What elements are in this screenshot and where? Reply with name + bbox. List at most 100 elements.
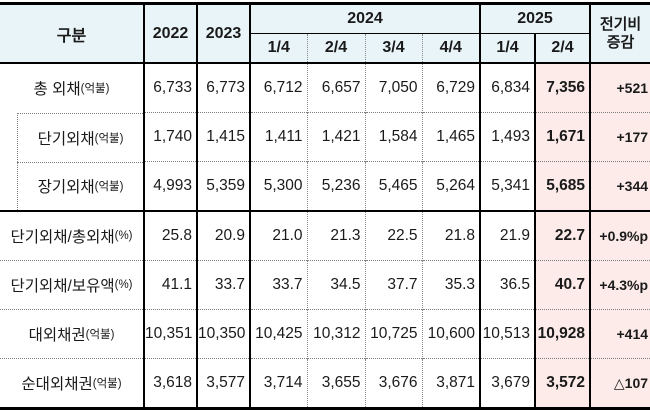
row-label: 장기외채 (억불) — [0, 161, 145, 211]
value-cell: 10,350 — [197, 309, 251, 359]
value-cell: 21.3 — [307, 210, 366, 261]
row-label-unit: (%) — [114, 230, 133, 242]
value-cell: 6,729 — [422, 62, 482, 113]
value-cell: 5,300 — [250, 161, 308, 211]
value-cell: 6,773 — [197, 62, 251, 113]
quarter-header-2025-q1: 1/4 — [480, 33, 537, 63]
row-label-unit: (%) — [114, 279, 133, 291]
value-cell: 10,928 — [535, 309, 592, 359]
row-label-wrap: 총 외채 (억불) — [0, 64, 143, 113]
table-row: 단기외채 (억불) 1,740 1,415 1,411 1,421 1,584 1,465 1,… — [0, 112, 650, 162]
value-cell: 1,671 — [535, 112, 592, 162]
row-label: 단기외채 (억불) — [0, 112, 145, 162]
row-label-text: 순대외채권 — [21, 376, 93, 393]
value-cell: 6,733 — [144, 62, 198, 113]
value-cell: 10,725 — [365, 309, 423, 359]
value-cell: 7,050 — [365, 62, 423, 113]
table-row: 장기외채 (억불) 4,993 5,359 5,300 5,236 5,465 5,264 5,… — [0, 161, 650, 211]
value-cell: 5,359 — [197, 161, 251, 211]
value-cell: 41.1 — [144, 260, 198, 310]
value-cell: 1,411 — [250, 112, 308, 162]
value-cell: 3,655 — [307, 358, 366, 409]
value-cell: 3,676 — [365, 358, 423, 409]
row-label: 대외채권 (억불) — [0, 309, 145, 359]
value-cell: 10,312 — [307, 309, 366, 359]
row-label-text: 단기외채 — [37, 130, 95, 148]
year-header-2022: 2022 — [144, 3, 198, 63]
value-cell: 33.7 — [250, 260, 308, 310]
value-cell: 10,513 — [480, 309, 537, 359]
row-label-wrap: 순대외채권 (억불) — [0, 359, 143, 407]
value-cell: 10,351 — [144, 309, 198, 359]
quarter-header-2025-q2: 2/4 — [535, 33, 592, 63]
value-cell: 20.9 — [197, 210, 251, 261]
value-cell: 6,834 — [480, 62, 537, 113]
table-row: 총 외채 (억불) 6,733 6,773 6,712 6,657 7,050 6,729 6,… — [0, 62, 650, 113]
header-row-quarters: 1/4 2/4 3/4 4/4 1/4 2/4 — [0, 33, 650, 63]
row-label-text: 장기외채 — [37, 179, 95, 197]
row-label-indent-box: 장기외채 (억불) — [17, 161, 143, 210]
value-cell: 10,600 — [422, 309, 482, 359]
row-label-wrap: 단기외채/보유액 (%) — [0, 261, 143, 309]
value-cell: 3,577 — [197, 358, 251, 409]
table-row: 단기외채/총외채 (%) 25.8 20.9 21.0 21.3 22.5 21.8 21.9 2… — [0, 210, 650, 261]
value-cell: 5,685 — [535, 161, 592, 211]
value-cell: 7,356 — [535, 62, 592, 113]
value-cell: 6,657 — [307, 62, 366, 113]
value-cell: 1,415 — [197, 112, 251, 162]
corner-header-category: 구분 — [0, 3, 145, 63]
change-header-line2: 증감 — [606, 33, 635, 51]
value-cell: 3,679 — [480, 358, 537, 409]
quarter-header-2024-q2: 2/4 — [307, 33, 366, 63]
value-cell: 3,618 — [144, 358, 198, 409]
value-cell: 3,572 — [535, 358, 592, 409]
value-cell: 21.0 — [250, 210, 308, 261]
value-cell: 1,740 — [144, 112, 198, 162]
value-cell: 6,712 — [250, 62, 308, 113]
change-value-cell: +177 — [590, 112, 650, 162]
value-cell: 5,465 — [365, 161, 423, 211]
value-cell: 5,236 — [307, 161, 366, 211]
value-cell: 35.3 — [422, 260, 482, 310]
row-label: 단기외채/보유액 (%) — [0, 260, 145, 310]
change-value-cell: +521 — [590, 62, 650, 113]
change-value-cell: +414 — [590, 309, 650, 359]
row-label-wrap: 단기외채/총외채 (%) — [0, 212, 143, 260]
change-header-line1: 전기비 — [599, 16, 642, 34]
change-value-cell: △107 — [590, 358, 650, 409]
table-header: 구분 2022 2023 2024 2025 전기비 증감 1/4 2/4 3/… — [0, 3, 650, 63]
row-label-text: 대외채권 — [28, 327, 86, 344]
change-value-cell: +0.9%p — [590, 210, 650, 261]
quarter-header-2024-q3: 3/4 — [365, 33, 423, 63]
value-cell: 4,993 — [144, 161, 198, 211]
value-cell: 25.8 — [144, 210, 198, 261]
quarter-header-2024-q1: 1/4 — [250, 33, 308, 63]
value-cell: 21.8 — [422, 210, 482, 261]
table-row: 순대외채권 (억불) 3,618 3,577 3,714 3,655 3,676 3,871 3… — [0, 358, 650, 409]
row-label-unit: (억불) — [94, 132, 124, 145]
row-label-text: 단기외채/보유액 — [10, 278, 115, 295]
value-cell: 1,584 — [365, 112, 423, 162]
row-label-text: 단기외채/총외채 — [10, 229, 115, 246]
row-label-unit: (억불) — [92, 378, 122, 390]
value-cell: 33.7 — [197, 260, 251, 310]
value-cell: 22.5 — [365, 210, 423, 261]
value-cell: 3,871 — [422, 358, 482, 409]
value-cell: 10,425 — [250, 309, 308, 359]
value-cell: 22.7 — [535, 210, 592, 261]
row-label-text: 총 외채 — [33, 81, 81, 99]
row-label-unit: (억불) — [85, 329, 115, 341]
change-header: 전기비 증감 — [590, 3, 650, 63]
value-cell: 34.5 — [307, 260, 366, 310]
value-cell: 36.5 — [480, 260, 537, 310]
value-cell: 37.7 — [365, 260, 423, 310]
header-row-groups: 구분 2022 2023 2024 2025 전기비 증감 — [0, 3, 650, 63]
change-value-cell: +4.3%p — [590, 260, 650, 310]
value-cell: 5,264 — [422, 161, 482, 211]
value-cell: 1,421 — [307, 112, 366, 162]
table-body: 총 외채 (억불) 6,733 6,773 6,712 6,657 7,050 6,729 6,… — [0, 62, 650, 409]
year-group-header-2025: 2025 — [480, 3, 592, 34]
row-label: 순대외채권 (억불) — [0, 358, 145, 409]
row-label: 총 외채 (억불) — [0, 62, 145, 113]
